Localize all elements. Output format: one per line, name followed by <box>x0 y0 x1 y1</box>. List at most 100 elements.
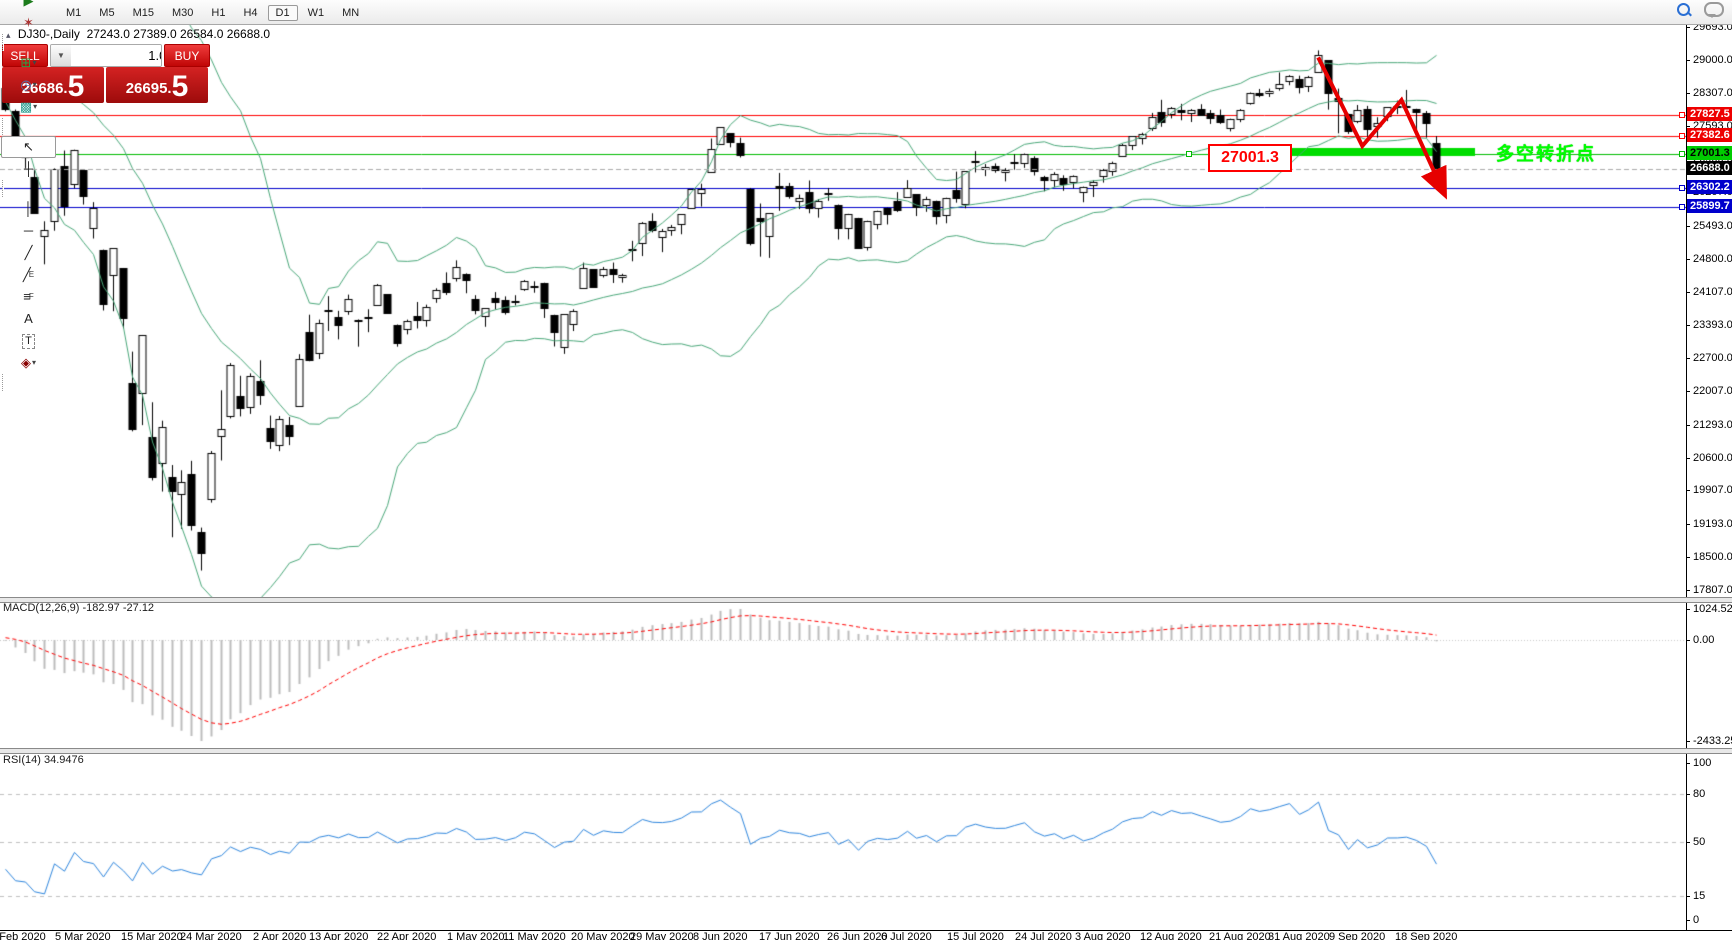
rsi-tick <box>1686 794 1690 795</box>
hline-icon[interactable]: ─ <box>23 223 34 238</box>
price-axis[interactable] <box>1686 24 1687 930</box>
buy-price-box[interactable]: 26695. 5 <box>106 67 208 103</box>
buy-price-frac: 5 <box>171 70 189 103</box>
sell-price-box[interactable]: 26686. 5 <box>2 67 104 103</box>
price-tick-label: 24107.0 <box>1693 286 1732 298</box>
toolbar-separator <box>2 180 4 197</box>
macd-tick <box>1686 741 1690 742</box>
main-chart-canvas[interactable] <box>0 24 1686 597</box>
time-axis-label: 3 Aug 2020 <box>1075 931 1131 940</box>
trendline-icon[interactable]: ╱ <box>24 245 33 260</box>
time-axis-label: 8 Jun 2020 <box>693 931 748 940</box>
price-tick-label: 19193.0 <box>1693 518 1732 530</box>
arrows-icon[interactable]: ◈ ▾ <box>21 355 37 370</box>
price-tick-label: 21293.0 <box>1693 419 1732 431</box>
price-tick-label: 25493.0 <box>1693 220 1732 232</box>
chart-title: ▴ DJ30-,Daily 27243.0 27389.0 26584.0 26… <box>6 27 270 41</box>
toolbar: ▤◷⊞新订单◆☻◉◉自动交易│││╫╱⊕⊖▦▶✶⊞▾◷▾▩▾↖┼│─╱╱E≡FA… <box>0 0 1732 391</box>
text-icon[interactable]: A <box>24 311 33 326</box>
time-axis-label: 20 May 2020 <box>571 931 635 940</box>
time-axis-label: 5 Mar 2020 <box>55 931 111 940</box>
timeframe-w1[interactable]: W1 <box>307 7 325 19</box>
cursor-icon[interactable]: ↖ <box>1 136 57 158</box>
timeframe-m30[interactable]: M30 <box>171 7 194 19</box>
time-axis-label: 13 Apr 2020 <box>309 931 369 940</box>
time-axis-label: 6 Jul 2020 <box>881 931 932 940</box>
price-tick <box>1686 60 1690 61</box>
periods-icon[interactable]: ◷ ▾ <box>20 77 37 92</box>
timeframe-m15[interactable]: M15 <box>132 7 154 19</box>
line-anchor <box>1679 185 1685 191</box>
timeframe-mn[interactable]: MN <box>342 7 360 19</box>
text-label-icon[interactable]: T <box>1 330 56 352</box>
auto-scroll-icon[interactable]: ▶ <box>23 0 34 8</box>
price-tick-label: 22700.0 <box>1693 352 1732 364</box>
timeframe-m5[interactable]: M5 <box>99 7 115 19</box>
time-axis-label: 31 Aug 2020 <box>1268 931 1330 940</box>
timeframe-h1[interactable]: H1 <box>211 7 226 19</box>
indicators-icon[interactable]: ⊞ ▾ <box>20 55 37 70</box>
sell-button[interactable]: SELL <box>2 44 48 67</box>
one-click-collapse-icon[interactable]: ▴ <box>6 30 11 40</box>
line-anchor <box>1679 151 1685 157</box>
time-axis-label: 9 Sep 2020 <box>1329 931 1386 940</box>
time-axis-label: 26 Jun 2020 <box>827 931 888 940</box>
time-axis[interactable] <box>0 930 1732 931</box>
fibonacci-icon[interactable]: ≡ F <box>23 289 34 304</box>
price-tick <box>1686 226 1690 227</box>
vline-icon[interactable]: │ <box>24 201 33 216</box>
price-tick <box>1686 259 1690 260</box>
templates-icon[interactable]: ▩ ▾ <box>19 99 38 114</box>
chat-icon[interactable] <box>1704 2 1724 18</box>
crosshair-icon[interactable]: ┼ <box>23 161 34 176</box>
rsi-tick-label: 50 <box>1693 836 1706 848</box>
price-line-badge: 25899.7 <box>1687 199 1732 213</box>
rsi-tick-label: 15 <box>1693 890 1706 902</box>
price-tick-label: 22007.0 <box>1693 385 1732 397</box>
price-line-badge: 27827.5 <box>1687 107 1732 121</box>
buy-price-int: 26695 <box>125 80 168 97</box>
macd-splitter[interactable] <box>0 597 1732 603</box>
rsi-tick <box>1686 920 1690 921</box>
timeframe-m1[interactable]: M1 <box>66 7 82 19</box>
price-tick <box>1686 391 1690 392</box>
time-axis-label: 29 May 2020 <box>630 931 694 940</box>
time-axis-label: 24 Jul 2020 <box>1015 931 1072 940</box>
time-axis-label: 17 Jun 2020 <box>759 931 820 940</box>
rsi-label: RSI(14) 34.9476 <box>3 754 84 766</box>
volume-decrease-button[interactable]: ▼ <box>51 45 71 66</box>
macd-label: MACD(12,26,9) -182.97 -27.12 <box>3 602 155 614</box>
rsi-tick-label: 0 <box>1693 914 1700 926</box>
price-tick <box>1686 490 1690 491</box>
line-anchor <box>1679 204 1685 210</box>
macd-tick-label: 1024.52 <box>1693 603 1732 615</box>
price-tick <box>1686 27 1690 28</box>
volume-input[interactable] <box>70 45 161 66</box>
price-callout-label[interactable]: 27001.3 <box>1208 144 1292 172</box>
time-axis-label: 24 Mar 2020 <box>180 931 242 940</box>
timeframe-d1[interactable]: D1 <box>267 5 298 21</box>
ohlc-values: 27243.0 27389.0 26584.0 26688.0 <box>86 27 271 41</box>
turning-point-annotation[interactable]: 多空转折点 <box>1496 144 1596 164</box>
rsi-tick <box>1686 763 1690 764</box>
timeframe-h4[interactable]: H4 <box>243 7 258 19</box>
rsi-splitter[interactable] <box>0 748 1732 754</box>
rsi-canvas[interactable] <box>0 752 1686 930</box>
sell-price-frac: 5 <box>67 70 85 103</box>
time-axis-label: 22 Apr 2020 <box>377 931 437 940</box>
buy-button[interactable]: BUY <box>164 44 210 67</box>
price-tick-label: 20600.0 <box>1693 452 1732 464</box>
price-tick <box>1686 458 1690 459</box>
one-click-trading-panel: SELL ▼ ▲ BUY 26686.5 26695.5 <box>2 44 210 103</box>
search-icon[interactable] <box>1677 3 1690 16</box>
channel-icon[interactable]: ╱ E <box>22 267 35 282</box>
price-line-badge: 26302.2 <box>1687 180 1732 194</box>
time-axis-label: 11 May 2020 <box>503 931 566 940</box>
price-line-badge: 27001.3 <box>1687 146 1732 160</box>
price-tick-label: 19907.0 <box>1693 484 1732 496</box>
price-tick <box>1686 425 1690 426</box>
time-axis-label: 21 Aug 2020 <box>1209 931 1271 940</box>
chart-shift-icon[interactable]: ✶ <box>23 15 34 30</box>
macd-canvas[interactable] <box>0 601 1686 748</box>
